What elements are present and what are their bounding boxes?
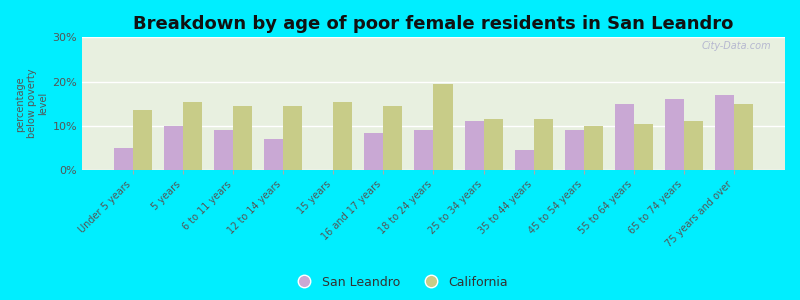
Bar (114, 148, 133, 170)
Legend: San Leandro, California: San Leandro, California (286, 271, 514, 294)
Text: City-Data.com: City-Data.com (702, 41, 771, 51)
Bar (434, 84, 453, 170)
Bar (734, 104, 753, 170)
Bar (565, 130, 584, 170)
Bar (183, 101, 202, 170)
Bar (164, 126, 183, 170)
Bar (634, 124, 653, 170)
Bar (584, 126, 602, 170)
Bar (283, 106, 302, 170)
Bar (615, 104, 634, 170)
Bar (414, 130, 434, 170)
Bar (534, 119, 553, 170)
Bar (334, 101, 352, 170)
Bar (383, 106, 402, 170)
Bar (715, 95, 734, 170)
Bar (514, 150, 534, 170)
Bar (264, 139, 283, 170)
Bar (665, 99, 684, 170)
Y-axis label: percentage
below poverty
level: percentage below poverty level (15, 69, 48, 139)
Bar (233, 106, 252, 170)
Title: Breakdown by age of poor female residents in San Leandro: Breakdown by age of poor female resident… (134, 15, 734, 33)
Bar (214, 130, 233, 170)
Bar (364, 133, 383, 170)
Bar (133, 110, 152, 170)
Bar (465, 122, 483, 170)
Bar (483, 119, 502, 170)
Bar (684, 122, 703, 170)
